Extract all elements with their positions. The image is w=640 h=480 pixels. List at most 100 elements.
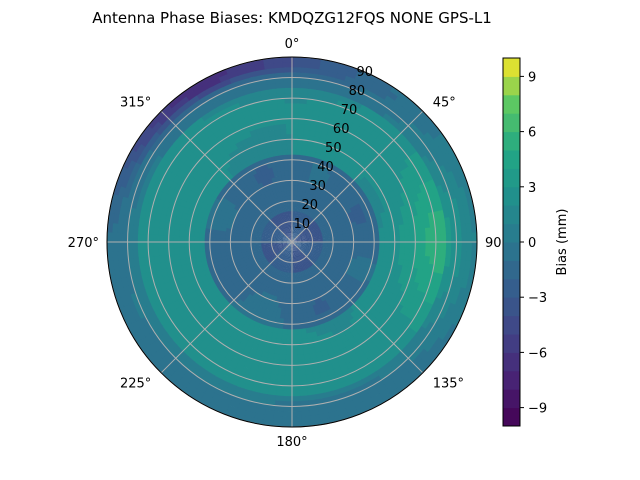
heatmap-cell	[303, 264, 308, 270]
heatmap-cell	[273, 192, 279, 199]
heatmap-cell	[357, 230, 365, 236]
heatmap-cell	[299, 223, 304, 230]
heatmap-cell	[358, 245, 365, 251]
heatmap-cell	[282, 229, 287, 235]
heatmap-cell	[209, 241, 216, 247]
heatmap-cell	[345, 208, 353, 215]
heatmap-cell	[271, 267, 277, 274]
heatmap-cell	[294, 226, 297, 233]
heatmap-cell	[219, 244, 226, 250]
heatmap-cell	[279, 254, 284, 260]
heatmap-cell	[294, 226, 298, 233]
heatmap-cell	[294, 298, 299, 305]
heatmap-cell	[275, 269, 280, 276]
heatmap-cell	[368, 233, 375, 239]
heatmap-cell	[309, 265, 315, 272]
heatmap-cell	[289, 231, 292, 237]
heatmap-cell	[304, 250, 310, 255]
heatmap-cell	[296, 154, 302, 161]
heatmap-cell	[289, 252, 291, 258]
heatmap-cell	[341, 275, 349, 282]
heatmap-cell	[268, 229, 274, 234]
heatmap-cell	[298, 255, 303, 261]
heatmap-cell	[297, 250, 302, 256]
heatmap-cell	[251, 262, 258, 268]
heatmap-cell	[320, 269, 327, 276]
heatmap-cell	[346, 267, 354, 274]
heatmap-cell	[293, 221, 296, 227]
heatmap-cell	[270, 278, 276, 285]
heatmap-cell	[312, 263, 318, 270]
heatmap-cell	[225, 251, 232, 256]
heatmap-cell	[315, 273, 322, 280]
heatmap-cell	[285, 232, 290, 238]
heatmap-cell	[285, 245, 289, 251]
heatmap-cell	[353, 242, 360, 247]
heatmap-cell	[372, 223, 379, 230]
heatmap-cell	[281, 238, 288, 241]
heatmap-cell	[307, 261, 313, 267]
heatmap-cell	[349, 205, 357, 213]
heatmap-cell	[242, 267, 249, 274]
heatmap-cell	[290, 252, 292, 258]
heatmap-cell	[295, 282, 300, 289]
heatmap-cell	[283, 313, 289, 320]
heatmap-cell	[262, 249, 269, 254]
heatmap-cell	[307, 254, 314, 259]
heatmap-cell	[270, 199, 276, 206]
heatmap-cell	[303, 257, 309, 264]
heatmap-cell	[279, 224, 284, 230]
heatmap-cell	[282, 323, 288, 330]
heatmap-cell	[261, 232, 268, 236]
heatmap-cell	[274, 221, 280, 227]
heatmap-cell	[237, 223, 244, 229]
heatmap-cell	[292, 226, 294, 232]
heatmap-cell	[286, 138, 293, 145]
heatmap-cell	[362, 225, 369, 232]
heatmap-cell	[286, 318, 292, 325]
heatmap-cell	[300, 234, 307, 238]
heatmap-cell	[271, 244, 277, 247]
heatmap-cell	[295, 221, 299, 228]
heatmap-cell	[272, 247, 278, 251]
heatmap-cell	[281, 328, 288, 335]
heatmap-cell	[297, 256, 301, 262]
heatmap-cell	[281, 175, 287, 182]
heatmap-cell	[269, 218, 275, 224]
heatmap-cell	[250, 245, 257, 249]
heatmap-cell	[281, 243, 288, 247]
heatmap-cell	[384, 242, 391, 248]
heatmap-cell	[241, 264, 248, 271]
heatmap-cell	[288, 205, 291, 212]
heatmap-cell	[389, 236, 396, 243]
heatmap-cell	[329, 256, 336, 262]
heatmap-cell	[285, 216, 288, 223]
heatmap-cell	[314, 227, 321, 232]
heatmap-cell	[300, 328, 307, 335]
heatmap-cell	[294, 245, 299, 251]
heatmap-cell	[309, 251, 316, 256]
heatmap-cell	[214, 233, 221, 239]
heatmap-cell	[312, 282, 318, 289]
heatmap-cell	[316, 220, 323, 226]
heatmap-cell	[334, 267, 342, 274]
heatmap-cell	[276, 240, 282, 242]
heatmap-cell	[286, 143, 293, 150]
heatmap-cell	[305, 232, 312, 236]
heatmap-cell	[322, 267, 329, 274]
heatmap-cell	[242, 223, 249, 228]
heatmap-cell	[374, 237, 380, 243]
heatmap-cell	[269, 252, 275, 257]
heatmap-cell	[321, 209, 327, 215]
heatmap-cell	[204, 241, 210, 247]
heatmap-cell	[298, 229, 303, 235]
heatmap-cell	[188, 246, 195, 253]
heatmap-cell	[262, 250, 269, 255]
heatmap-cell	[275, 203, 280, 210]
heatmap-cell	[284, 303, 289, 310]
heatmap-cell	[292, 262, 295, 269]
heatmap-cell	[318, 255, 325, 261]
heatmap-cell	[300, 260, 304, 266]
heatmap-cell	[292, 164, 297, 171]
heatmap-cell	[256, 234, 262, 238]
